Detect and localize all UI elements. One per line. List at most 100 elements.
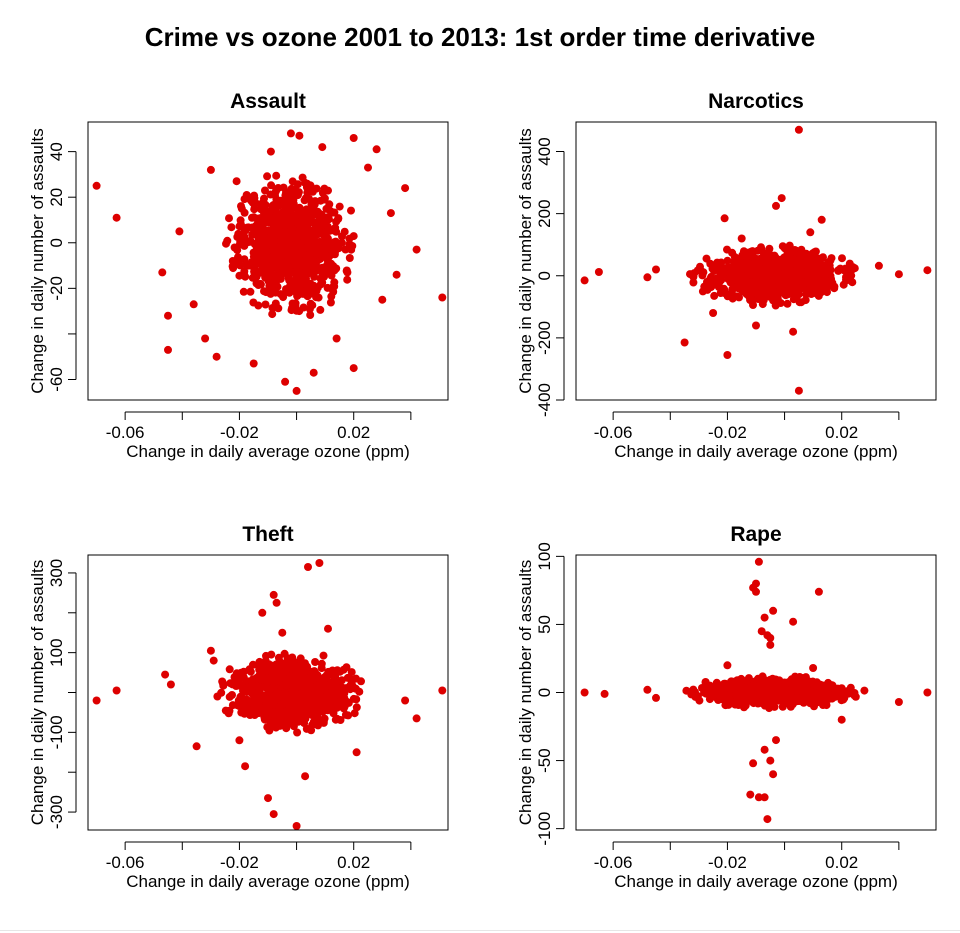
y-tick-label: -20 xyxy=(47,276,66,301)
data-point xyxy=(722,683,731,692)
data-point xyxy=(723,661,732,670)
data-point xyxy=(803,259,812,268)
data-point xyxy=(233,232,242,241)
x-tick-label: -0.06 xyxy=(106,423,145,442)
data-point xyxy=(282,720,291,729)
data-point xyxy=(341,710,350,719)
data-point xyxy=(267,255,276,264)
data-point xyxy=(643,273,652,282)
data-point xyxy=(701,678,710,686)
data-point xyxy=(312,686,321,695)
data-point xyxy=(283,675,292,684)
y-tick-label: -100 xyxy=(47,715,66,749)
data-point xyxy=(300,276,309,285)
data-point xyxy=(325,670,334,679)
data-point xyxy=(830,284,839,293)
data-point xyxy=(251,199,260,208)
data-point xyxy=(332,264,341,273)
data-point xyxy=(258,198,267,207)
data-point xyxy=(258,694,267,703)
data-point xyxy=(809,664,818,672)
data-point xyxy=(795,250,804,259)
data-point xyxy=(827,681,836,690)
data-point xyxy=(643,685,652,694)
data-point xyxy=(680,338,689,347)
data-point xyxy=(289,722,298,731)
data-point xyxy=(281,377,290,386)
data-point xyxy=(794,386,803,395)
data-point xyxy=(378,295,387,304)
data-point xyxy=(735,293,743,302)
x-tick-label: -0.02 xyxy=(220,423,259,442)
data-point xyxy=(812,261,821,269)
data-point xyxy=(600,689,609,698)
data-point xyxy=(306,311,315,319)
data-point xyxy=(730,698,739,707)
data-point xyxy=(192,742,201,751)
data-point xyxy=(301,772,310,781)
data-point xyxy=(753,246,762,255)
data-point xyxy=(770,702,779,711)
data-point xyxy=(746,790,755,799)
data-point xyxy=(263,674,271,683)
data-point xyxy=(306,299,315,308)
data-point xyxy=(286,129,295,138)
data-point xyxy=(112,686,121,695)
data-point xyxy=(310,272,319,281)
data-point xyxy=(269,590,278,599)
data-point xyxy=(331,223,340,232)
data-point xyxy=(319,195,328,204)
data-point xyxy=(248,230,257,239)
data-point xyxy=(244,223,253,232)
data-point xyxy=(225,214,233,223)
y-tick-label: 40 xyxy=(47,142,66,161)
x-tick-label: -0.06 xyxy=(106,853,145,872)
data-point xyxy=(709,309,718,317)
data-point xyxy=(280,693,289,702)
data-point xyxy=(686,270,694,279)
data-point xyxy=(267,650,276,659)
data-point xyxy=(723,351,732,359)
data-point xyxy=(779,270,788,279)
data-point xyxy=(317,664,326,673)
y-axis-label: Change in daily number of assaults xyxy=(28,128,47,394)
x-axis-label: Change in daily average ozone (ppm) xyxy=(126,872,410,891)
data-point xyxy=(357,677,365,686)
data-point xyxy=(401,184,410,193)
data-point xyxy=(225,706,234,715)
data-point xyxy=(272,598,281,607)
data-point xyxy=(292,274,300,283)
data-point xyxy=(295,676,304,685)
data-point xyxy=(769,770,778,779)
data-point xyxy=(742,277,751,286)
data-point xyxy=(798,284,807,293)
data-point xyxy=(923,266,932,275)
data-point xyxy=(269,201,278,210)
data-point xyxy=(296,242,305,251)
data-point xyxy=(274,272,283,281)
data-point xyxy=(293,728,302,737)
data-point xyxy=(749,583,758,592)
y-tick-label: 50 xyxy=(535,615,554,634)
data-point xyxy=(282,250,291,259)
x-tick-label: 0.02 xyxy=(825,853,858,872)
data-point xyxy=(294,290,303,299)
data-point xyxy=(386,209,395,218)
data-point xyxy=(268,310,277,319)
data-point xyxy=(274,223,283,232)
data-point xyxy=(316,305,325,314)
data-point xyxy=(759,290,768,299)
data-point xyxy=(92,181,101,190)
data-point xyxy=(730,253,739,261)
y-axis-label: Change in daily number of assaults xyxy=(516,128,535,394)
x-tick-label: -0.02 xyxy=(708,423,747,442)
data-point xyxy=(814,254,823,263)
data-point xyxy=(594,268,603,276)
data-point xyxy=(260,287,268,296)
bottom-divider xyxy=(0,930,960,931)
data-point xyxy=(283,654,292,663)
data-point xyxy=(923,688,932,697)
data-point xyxy=(292,386,301,395)
